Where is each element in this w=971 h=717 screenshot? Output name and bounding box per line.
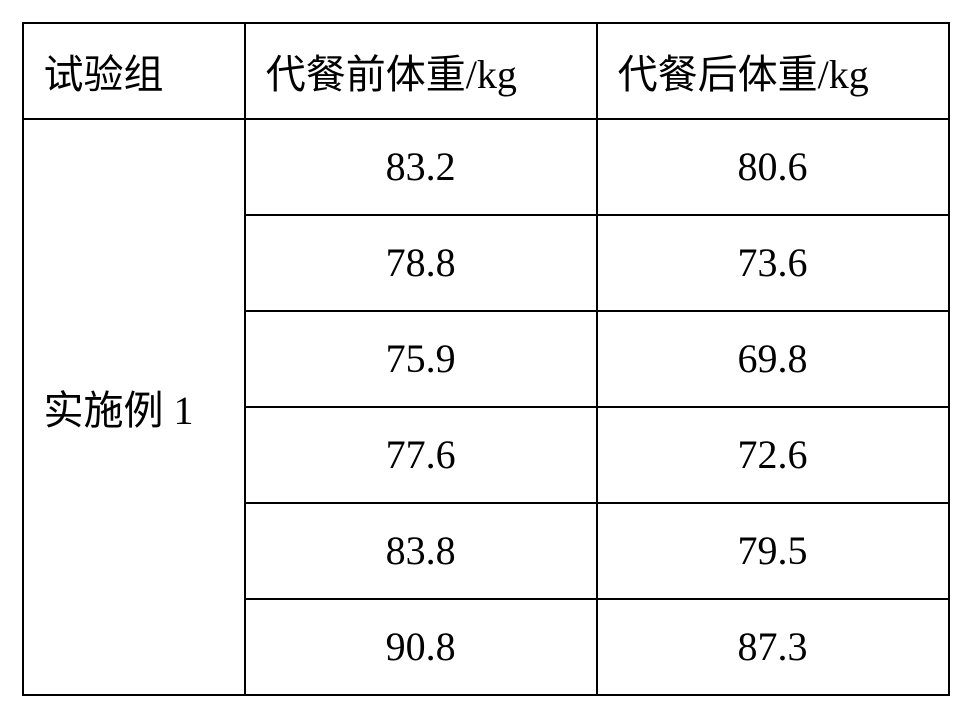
data-cell: 87.3 [597,599,949,695]
table-row: 实施例 1 83.2 80.6 [23,119,949,215]
data-cell: 83.8 [245,503,597,599]
weight-table-container: 试验组 代餐前体重/kg 代餐后体重/kg 实施例 1 83.2 80.6 78… [22,22,950,696]
data-cell: 75.9 [245,311,597,407]
data-cell: 77.6 [245,407,597,503]
group-label-cell: 实施例 1 [23,119,245,695]
header-group: 试验组 [23,23,245,119]
data-cell: 90.8 [245,599,597,695]
data-cell: 83.2 [245,119,597,215]
data-cell: 78.8 [245,215,597,311]
data-cell: 79.5 [597,503,949,599]
header-after-weight: 代餐后体重/kg [597,23,949,119]
data-cell: 69.8 [597,311,949,407]
data-cell: 80.6 [597,119,949,215]
table-header-row: 试验组 代餐前体重/kg 代餐后体重/kg [23,23,949,119]
data-cell: 72.6 [597,407,949,503]
weight-table: 试验组 代餐前体重/kg 代餐后体重/kg 实施例 1 83.2 80.6 78… [22,22,950,696]
header-before-weight: 代餐前体重/kg [245,23,597,119]
data-cell: 73.6 [597,215,949,311]
